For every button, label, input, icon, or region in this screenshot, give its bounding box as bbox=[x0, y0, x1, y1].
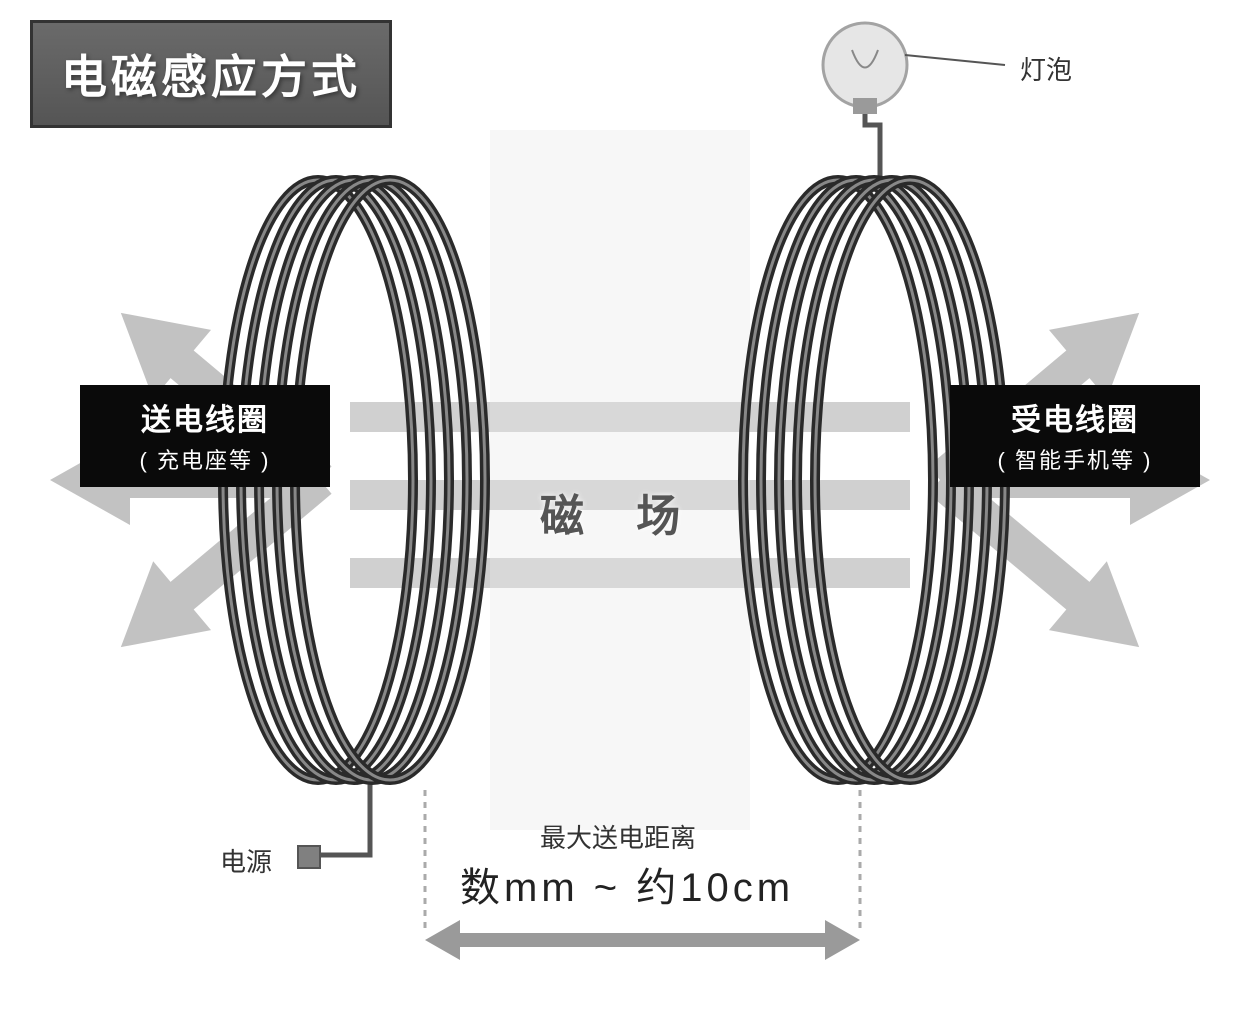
rx-coil-label-line1: 受电线圈 bbox=[964, 395, 1186, 439]
rx-coil-label: 受电线圈 ( 智能手机等 ) bbox=[950, 385, 1200, 487]
tx-coil-label-line2: ( 充电座等 ) bbox=[94, 443, 316, 475]
tx-coil-label: 送电线圈 ( 充电座等 ) bbox=[80, 385, 330, 487]
rx-coil-label-line2: ( 智能手机等 ) bbox=[964, 443, 1186, 475]
tx-coil-label-line1: 送电线圈 bbox=[94, 395, 316, 439]
magnetic-field-label: 磁 场 bbox=[540, 480, 700, 544]
diagram-stage: 电磁感应方式 送电线圈 ( 充电座等 ) 受电线圈 ( 智能手机等 ) 磁 场 … bbox=[20, 10, 1220, 990]
